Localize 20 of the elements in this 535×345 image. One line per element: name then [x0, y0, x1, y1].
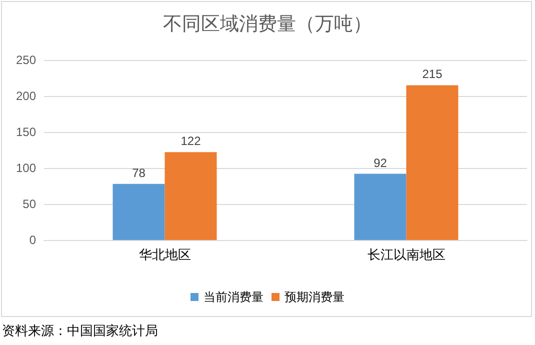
y-tick-label: 50 — [22, 197, 36, 211]
data-label: 122 — [180, 134, 202, 148]
bar — [164, 152, 217, 240]
y-tick-label: 150 — [16, 125, 36, 139]
legend-label: 当前消费量 — [204, 290, 264, 304]
bar — [354, 174, 406, 240]
y-tick-label: 100 — [16, 161, 36, 175]
data-label: 78 — [132, 166, 146, 180]
bar — [112, 184, 165, 240]
y-tick-label: 250 — [16, 53, 36, 67]
data-label: 215 — [422, 67, 443, 82]
text: 资料来源：中国国家统计局 — [2, 323, 158, 340]
bar — [406, 85, 458, 240]
legend-label: 预期消费量 — [284, 290, 344, 304]
data-label: 92 — [374, 156, 388, 170]
chart-title: 不同区域消费量（万吨） — [163, 14, 372, 35]
x-tick-label: 长江以南地区 — [367, 247, 446, 262]
y-tick-label: 200 — [16, 89, 36, 103]
y-tick-label: 0 — [29, 233, 36, 247]
x-tick-label: 华北地区 — [138, 247, 191, 262]
